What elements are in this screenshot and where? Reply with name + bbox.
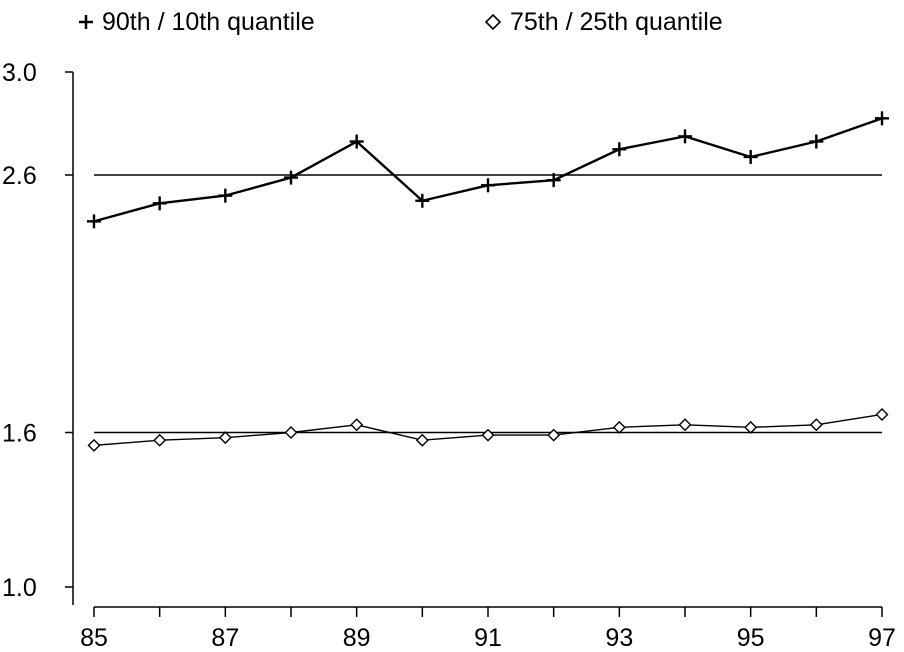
x-tick-label: 85: [80, 624, 108, 652]
x-tick-label: 95: [737, 624, 765, 652]
data-point-diamond: [153, 433, 167, 447]
y-ticks: 1.0 1.6 2.6 3.0: [2, 59, 73, 602]
x-tick-label: 89: [343, 624, 371, 652]
data-point-plus: [809, 134, 824, 149]
data-point-diamond: [875, 407, 889, 421]
data-point-diamond: [284, 426, 298, 439]
legend-entry-90-10: 90th / 10th quantile: [79, 8, 315, 36]
data-point-diamond: [678, 418, 692, 432]
data-point-plus: [481, 178, 495, 193]
data-point-diamond: [612, 420, 626, 434]
axes: [72, 72, 882, 608]
data-point-plus: [678, 129, 692, 144]
data-point-plus: [152, 196, 167, 211]
data-point-plus: [218, 188, 233, 203]
data-point-plus: [612, 142, 627, 157]
x-ticks: 85 87 89 91 93 95 97: [80, 607, 896, 652]
x-tick-label: 93: [605, 624, 633, 652]
data-point-plus: [284, 170, 298, 185]
data-point-diamond: [809, 418, 823, 432]
y-tick-label: 1.0: [2, 574, 37, 602]
series-line-plus: [93, 117, 883, 223]
legend-marker-plus: [79, 15, 93, 29]
data-point-plus: [875, 111, 889, 126]
y-tick-label: 3.0: [2, 59, 37, 87]
data-point-plus: [415, 193, 430, 208]
data-point-diamond: [481, 428, 495, 442]
data-point-diamond: [744, 420, 758, 434]
x-tick-label: 97: [868, 624, 896, 652]
series-layer: [87, 111, 889, 452]
legend-entry-75-25: 75th / 25th quantile: [484, 8, 723, 36]
data-point-plus: [743, 149, 758, 164]
y-tick-label: 1.6: [2, 420, 37, 448]
x-tick-label: 91: [474, 624, 502, 652]
legend-marker-diamond: [484, 13, 502, 31]
data-point-diamond: [218, 431, 232, 445]
legend-label-90-10: 90th / 10th quantile: [102, 8, 315, 36]
legend-label-75-25: 75th / 25th quantile: [510, 8, 723, 36]
data-point-plus: [546, 173, 561, 188]
data-point-diamond: [350, 418, 364, 432]
y-tick-label: 2.6: [2, 162, 37, 190]
reference-lines: [94, 174, 882, 434]
data-point-plus: [349, 134, 364, 149]
data-point-diamond: [547, 428, 561, 442]
legend: 90th / 10th quantile 75th / 25th quantil…: [79, 8, 723, 36]
data-point-diamond: [87, 438, 101, 452]
x-tick-label: 87: [211, 624, 239, 652]
data-point-diamond: [415, 433, 429, 447]
data-point-plus: [87, 214, 101, 229]
